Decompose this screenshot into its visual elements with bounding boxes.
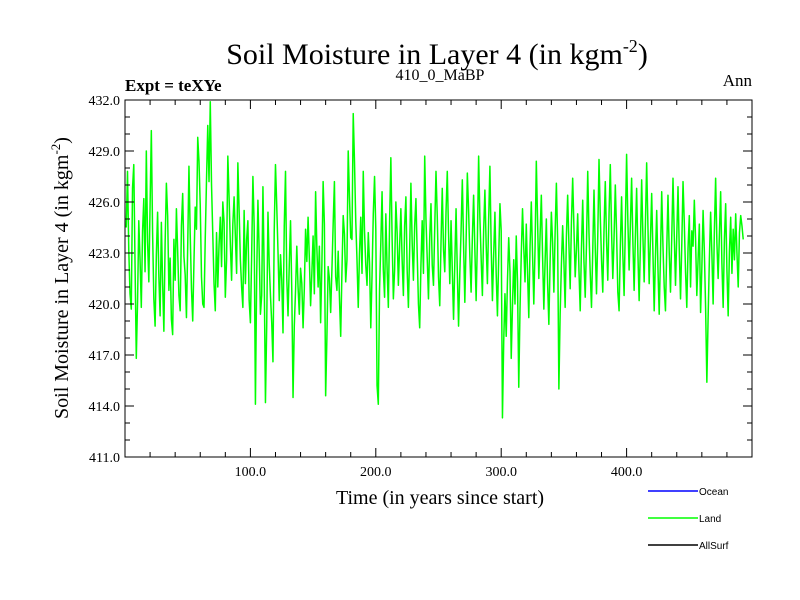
subtitle-left: Expt = teXYe — [125, 76, 222, 95]
x-tick-label: 200.0 — [360, 465, 392, 480]
subtitle-center: 410_0_MaBP — [396, 67, 485, 84]
x-tick-label: 300.0 — [485, 465, 517, 480]
chart-title-superscript: -2 — [623, 36, 638, 56]
legend-label-land: Land — [699, 514, 721, 525]
y-axis-label-superscript: -2 — [48, 144, 63, 155]
tick-layer: 100.0 200.0 300.0 400.0 411.0 414.0 417.0 420.0… — [89, 94, 752, 480]
y-axis-label-close: ) — [51, 137, 73, 144]
legend-label-ocean: Ocean — [699, 487, 728, 498]
legend-label-allsurf: AllSurf — [699, 541, 729, 552]
y-tick-label: 423.0 — [89, 247, 121, 262]
chart-title-close: ) — [638, 38, 648, 71]
x-tick-label: 400.0 — [611, 465, 643, 480]
x-axis-label: Time (in years since start) — [336, 487, 544, 509]
y-axis-label: Soil Moisture in Layer 4 (in kgm-2) — [48, 137, 73, 419]
y-tick-label: 432.0 — [89, 94, 121, 109]
y-tick-label: 429.0 — [89, 145, 121, 160]
chart-title: Soil Moisture in Layer 4 (in kgm-2) — [226, 36, 648, 71]
y-tick-label: 411.0 — [89, 451, 120, 466]
series-line-land — [125, 100, 744, 419]
x-tick-label: 100.0 — [235, 465, 267, 480]
y-axis-label-main: Soil Moisture in Layer 4 (in kgm — [51, 154, 73, 419]
series-layer — [125, 100, 744, 419]
y-tick-label: 417.0 — [89, 349, 121, 364]
legend: Ocean Land AllSurf — [648, 487, 729, 552]
y-tick-label: 420.0 — [89, 298, 121, 313]
y-tick-label: 426.0 — [89, 196, 121, 211]
y-tick-label: 414.0 — [89, 400, 121, 415]
chart-title-main: Soil Moisture in Layer 4 (in kgm — [226, 38, 623, 71]
plot-frame — [124, 99, 753, 458]
subtitle-right: Ann — [723, 71, 753, 90]
